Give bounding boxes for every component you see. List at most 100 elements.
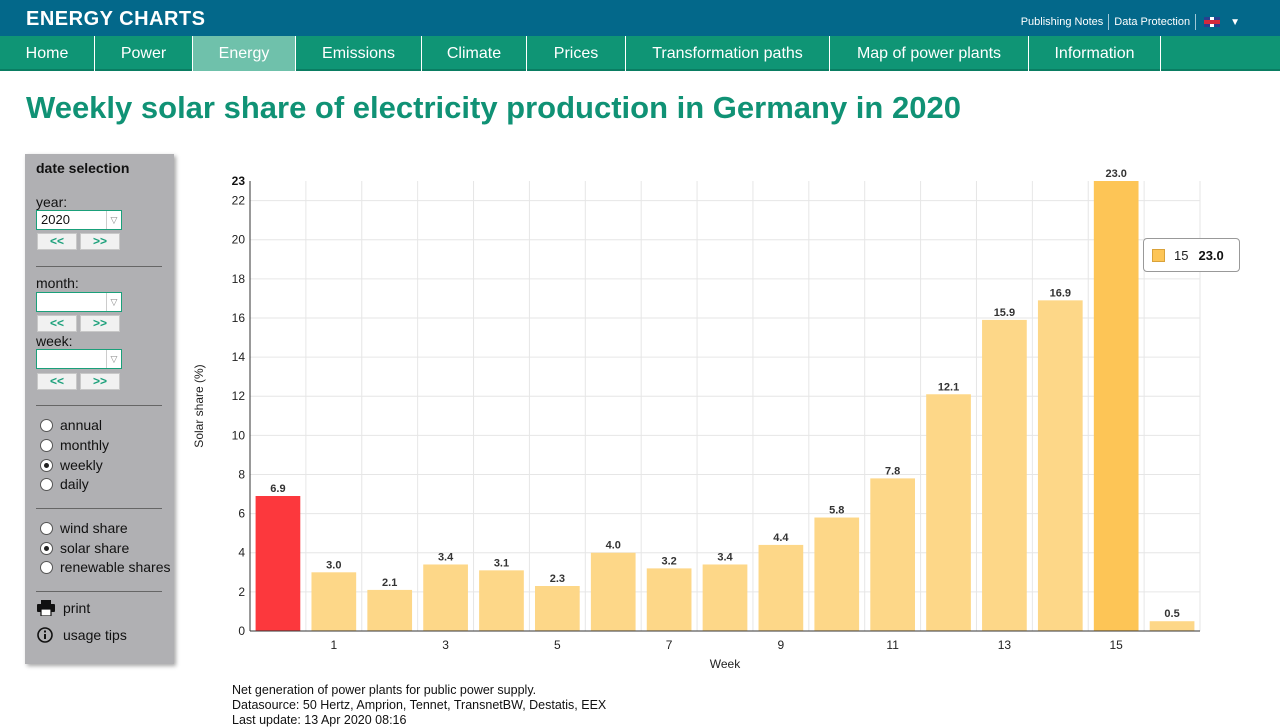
language-dropdown-icon[interactable]: ▼ (1230, 16, 1240, 28)
panel-title: date selection (36, 160, 130, 176)
bar-value-label: 16.9 (1050, 287, 1071, 299)
bar-week-7 (646, 568, 692, 631)
nav-map-of-power-plants[interactable]: Map of power plants (830, 36, 1029, 71)
nav-information[interactable]: Information (1029, 36, 1161, 71)
chevron-down-icon: ▽ (106, 293, 121, 311)
radio-label: daily (60, 476, 89, 492)
week-label: week: (36, 333, 73, 349)
bar-week-15 (1093, 181, 1139, 631)
page-title: Weekly solar share of electricity produc… (26, 90, 961, 125)
chart-bars (255, 181, 1195, 631)
nav-home[interactable]: Home (0, 36, 95, 71)
header-separator (1195, 14, 1197, 30)
week-prev-button[interactable]: << (37, 373, 77, 390)
y-tick-label: 2 (238, 585, 245, 599)
radio-dot (40, 560, 53, 574)
bar-week-4 (479, 570, 524, 631)
radio-renewable-shares[interactable]: renewable shares (40, 559, 171, 575)
y-tick-label: 22 (232, 194, 246, 208)
bar-week-12 (926, 394, 971, 631)
year-select[interactable]: 2020 ▽ (36, 210, 122, 230)
year-next-button[interactable]: >> (80, 233, 120, 250)
bar-value-label: 4.4 (773, 532, 789, 544)
main-nav: Home Power Energy Emissions Climate Pric… (0, 36, 1280, 71)
month-next-button[interactable]: >> (80, 315, 120, 332)
bar-week-13 (982, 319, 1027, 631)
bar-value-label: 12.1 (938, 381, 959, 393)
bar-value-label: 2.3 (550, 573, 565, 585)
year-prev-button[interactable]: << (37, 233, 77, 250)
nav-climate[interactable]: Climate (422, 36, 527, 71)
radio-label: wind share (60, 520, 128, 536)
x-axis-label: Week (710, 657, 741, 671)
usage-tips-label: usage tips (63, 627, 127, 643)
data-protection-link[interactable]: Data Protection (1114, 16, 1191, 28)
divider (36, 266, 162, 267)
x-tick-label: 11 (886, 638, 899, 652)
chevron-down-icon: ▽ (106, 211, 121, 229)
x-tick-label: 5 (554, 638, 561, 652)
bar-value-label: 3.2 (661, 555, 676, 567)
week-select[interactable]: ▽ (36, 349, 122, 369)
bar-value-label: 6.9 (270, 483, 285, 495)
y-tick-label: 20 (232, 233, 246, 247)
y-axis-label: Solar share (%) (192, 364, 206, 447)
y-tick-label: 12 (232, 389, 246, 403)
radio-annual[interactable]: annual (40, 417, 102, 433)
bar-value-label: 3.1 (494, 557, 509, 569)
bar-value-label: 2.1 (382, 577, 397, 589)
radio-weekly[interactable]: weekly (40, 457, 103, 473)
radio-label: weekly (60, 457, 103, 473)
y-tick-label: 8 (238, 467, 245, 481)
x-axis-ticks: 1 3 5 7 9 11 13 15 (330, 638, 1123, 652)
x-tick-label: 13 (998, 638, 1012, 652)
uk-flag-icon[interactable] (1204, 17, 1221, 27)
divider (36, 508, 162, 509)
print-label: print (63, 600, 91, 616)
y-tick-label: 10 (232, 428, 246, 442)
print-button[interactable]: print (37, 600, 90, 616)
radio-daily[interactable]: daily (40, 476, 89, 492)
bar-value-label: 7.8 (885, 465, 900, 477)
info-icon (37, 627, 53, 643)
nav-emissions[interactable]: Emissions (296, 36, 422, 71)
year-select-value: 2020 (41, 212, 70, 227)
radio-wind-share[interactable]: wind share (40, 520, 128, 536)
top-header: ENERGY CHARTS Publishing Notes Data Prot… (0, 0, 1280, 36)
bar-week-14 (1037, 300, 1083, 631)
y-tick-label: 0 (238, 624, 245, 638)
bar-week-9 (758, 544, 804, 631)
nav-prices[interactable]: Prices (527, 36, 626, 71)
radio-monthly[interactable]: monthly (40, 437, 109, 453)
bar-week-6 (590, 552, 636, 631)
bar-week-10 (814, 517, 860, 631)
nav-power[interactable]: Power (95, 36, 193, 71)
bar-week-5 (535, 586, 580, 631)
month-prev-button[interactable]: << (37, 315, 77, 332)
usage-tips-button[interactable]: usage tips (37, 627, 127, 643)
bar-week-3 (423, 564, 468, 631)
brand-logo[interactable]: ENERGY CHARTS (26, 8, 206, 30)
bar-week-2 (367, 589, 413, 631)
header-links: Publishing Notes Data Protection ▼ (1016, 14, 1240, 30)
radio-dot (40, 477, 53, 491)
footer-note: Net generation of power plants for publi… (232, 683, 537, 697)
x-tick-label: 1 (330, 638, 337, 652)
bar-value-label: 0.5 (1164, 608, 1179, 620)
month-select[interactable]: ▽ (36, 292, 122, 312)
bar-week-8 (702, 564, 748, 631)
printer-icon (37, 600, 55, 616)
radio-dot (40, 458, 53, 472)
bar-value-label: 3.4 (717, 551, 733, 563)
radio-dot (40, 521, 53, 535)
publishing-notes-link[interactable]: Publishing Notes (1020, 16, 1104, 28)
x-tick-label: 7 (666, 638, 673, 652)
nav-energy[interactable]: Energy (193, 36, 296, 71)
radio-solar-share[interactable]: solar share (40, 540, 129, 556)
nav-transformation-paths[interactable]: Transformation paths (626, 36, 830, 71)
radio-dot (40, 418, 53, 432)
y-tick-label: 4 (238, 546, 245, 560)
chart-bar-labels: 6.9 3.0 2.1 3.4 3.1 2.3 4.0 3.2 3.4 4.4 5.8 7.8 12.1… (270, 168, 1179, 620)
week-next-button[interactable]: >> (80, 373, 120, 390)
radio-label: solar share (60, 540, 130, 556)
